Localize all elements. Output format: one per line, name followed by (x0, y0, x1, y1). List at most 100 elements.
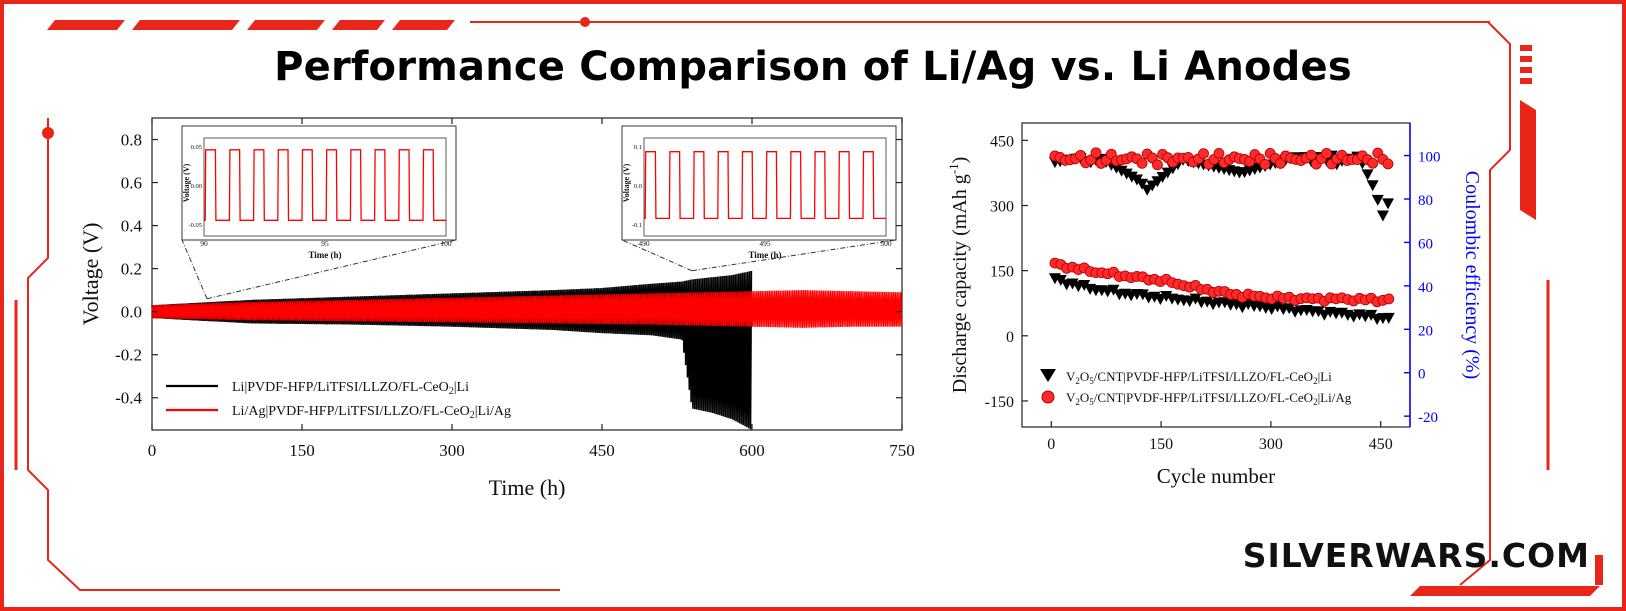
efficiency-marker-li (1115, 165, 1128, 177)
legend-label-v2o5-liag: V2O5/CNT|PVDF-HFP/LiTFSI/LLZO/FL-CeO2|Li… (1066, 390, 1352, 407)
x-tick-label: 450 (1369, 436, 1393, 453)
inset-x-tick-label: 490 (638, 239, 650, 248)
efficiency-marker-liag (1213, 147, 1225, 159)
inset-x-label: Time (h) (748, 250, 781, 260)
y-tick-label: 0.2 (121, 260, 142, 279)
left-tick-label: 450 (990, 133, 1014, 150)
efficiency-marker-liag (1075, 149, 1086, 161)
x-tick-label: 600 (739, 441, 765, 460)
inset-x-tick-label: 500 (880, 239, 892, 248)
cycling-legend: V2O5/CNT|PVDF-HFP/LiTFSI/LLZO/FL-CeO2|Li… (1040, 369, 1352, 407)
y-tick-label: 0.6 (121, 174, 142, 193)
capacity-marker-li (1365, 309, 1378, 321)
efficiency-marker-li (1371, 194, 1384, 206)
bottom-right-accent (1410, 586, 1600, 596)
inset-y-tick-label: 0.05 (191, 144, 202, 151)
legend-label-li: Li|PVDF-HFP/LiTFSI/LLZO/FL-CeO2|Li (232, 380, 469, 397)
left-tick-label: 300 (990, 199, 1014, 216)
left-circuit-line (27, 118, 560, 591)
inset-y-tick-label: 0.1 (634, 144, 642, 151)
capacity-marker-li (1312, 306, 1325, 318)
efficiency-marker-liag (1275, 158, 1286, 169)
page-title: Performance Comparison of Li/Ag vs. Li A… (274, 44, 1352, 90)
right-tick-label: 40 (1418, 280, 1433, 296)
voltage-series-group (151, 270, 903, 430)
inset-wave (644, 151, 886, 220)
y-tick-label: 0.8 (121, 131, 142, 150)
capacity-marker-li (1230, 299, 1243, 311)
right-accent-4 (1520, 78, 1532, 84)
inset-plot-area (203, 137, 447, 237)
inset-x-tick-label: 90 (200, 239, 208, 248)
series-line-liag (151, 290, 903, 328)
capacity-marker-li (1236, 302, 1249, 314)
right-tick-label: -20 (1418, 410, 1438, 426)
efficiency-marker-li (1376, 210, 1389, 222)
top-accent-1 (47, 20, 125, 30)
x-tick-label: 750 (889, 441, 915, 460)
inset-x-tick-label: 100 (440, 239, 452, 248)
capacity-marker-li (1054, 275, 1067, 287)
capacity-marker-li (1107, 284, 1120, 296)
right-tick-label: 100 (1418, 150, 1441, 166)
inset-x-label: Time (h) (308, 250, 341, 260)
efficiency-marker-liag (1090, 147, 1102, 159)
y-tick-label: 0.4 (121, 217, 143, 236)
efficiency-marker-li (1366, 180, 1379, 192)
inset-2: 490 495 500 -0.1 0.0 0.1 Time (h) Voltage (V) (621, 125, 897, 260)
watermark: SILVERWARS.COM (1242, 536, 1590, 575)
inset-1: 90 95 100 -0.05 0.00 0.05 Time (h) Voltage (V) (181, 125, 457, 260)
left-tick-label: -150 (985, 394, 1014, 411)
cycling-series-group (1048, 147, 1395, 325)
left-tick-label: 0 (1006, 329, 1014, 346)
capacity-marker-li (1066, 278, 1079, 290)
top-accent-3 (247, 20, 325, 30)
x-tick-label: 300 (439, 441, 465, 460)
legend-marker-liag (1041, 390, 1055, 404)
right-accent-2 (1520, 56, 1532, 62)
right-tick-label: 20 (1418, 323, 1433, 339)
right-tick-label: 80 (1418, 193, 1433, 209)
inset-frame (621, 125, 897, 241)
zoom-line (206, 239, 457, 300)
voltage-y-label: Voltage (V) (78, 223, 103, 326)
right-accent-1 (1520, 45, 1532, 51)
cycling-left-axis: -150 0 150 300 450 (985, 133, 1028, 411)
efficiency-marker-liag (1259, 158, 1271, 170)
legend-label-v2o5-li: V2O5/CNT|PVDF-HFP/LiTFSI/LLZO/FL-CeO2|Li (1066, 369, 1332, 386)
voltage-x-label: Time (h) (489, 475, 566, 500)
capacity-marker-li (1078, 279, 1091, 291)
inset-y-tick-label: -0.1 (632, 222, 642, 229)
efficiency-marker-li (1120, 168, 1133, 180)
efficiency-marker-li (1125, 171, 1138, 183)
legend-marker-li (1040, 369, 1056, 382)
top-accent-2 (132, 20, 240, 30)
capacity-marker-li (1136, 289, 1149, 301)
cycling-right-axis: -20 0 20 40 60 80 100 (1404, 150, 1441, 426)
top-accent-5 (392, 20, 455, 30)
efficiency-marker-liag (1321, 147, 1332, 159)
capacity-marker-li (1189, 293, 1202, 305)
efficiency-marker-liag (1152, 159, 1163, 171)
inset-y-label: Voltage (V) (182, 163, 191, 202)
efficiency-marker-li (1136, 178, 1149, 190)
cycling-x-label: Cycle number (1157, 464, 1275, 488)
zoom-line (691, 239, 897, 272)
left-tick-label: 150 (990, 264, 1014, 281)
inset-x-tick-label: 495 (759, 239, 771, 248)
legend-label-liag: Li/Ag|PVDF-HFP/LiTFSI/LLZO/FL-CeO2|Li/Ag (232, 404, 511, 421)
x-tick-label: 0 (148, 441, 157, 460)
inset-plot-area (643, 137, 887, 237)
efficiency-y-label: Coulombic efficiency (%) (1461, 171, 1483, 379)
voltage-y-axis: -0.4 -0.2 0.0 0.2 0.4 0.6 0.8 (115, 131, 902, 408)
efficiency-marker-liag (1382, 158, 1394, 170)
zoom-line (181, 239, 208, 299)
inset-y-label: Voltage (V) (622, 163, 631, 202)
inset-y-tick-label: 0.0 (634, 183, 642, 190)
y-tick-label: -0.4 (115, 389, 142, 408)
right-tick-label: 60 (1418, 236, 1433, 252)
